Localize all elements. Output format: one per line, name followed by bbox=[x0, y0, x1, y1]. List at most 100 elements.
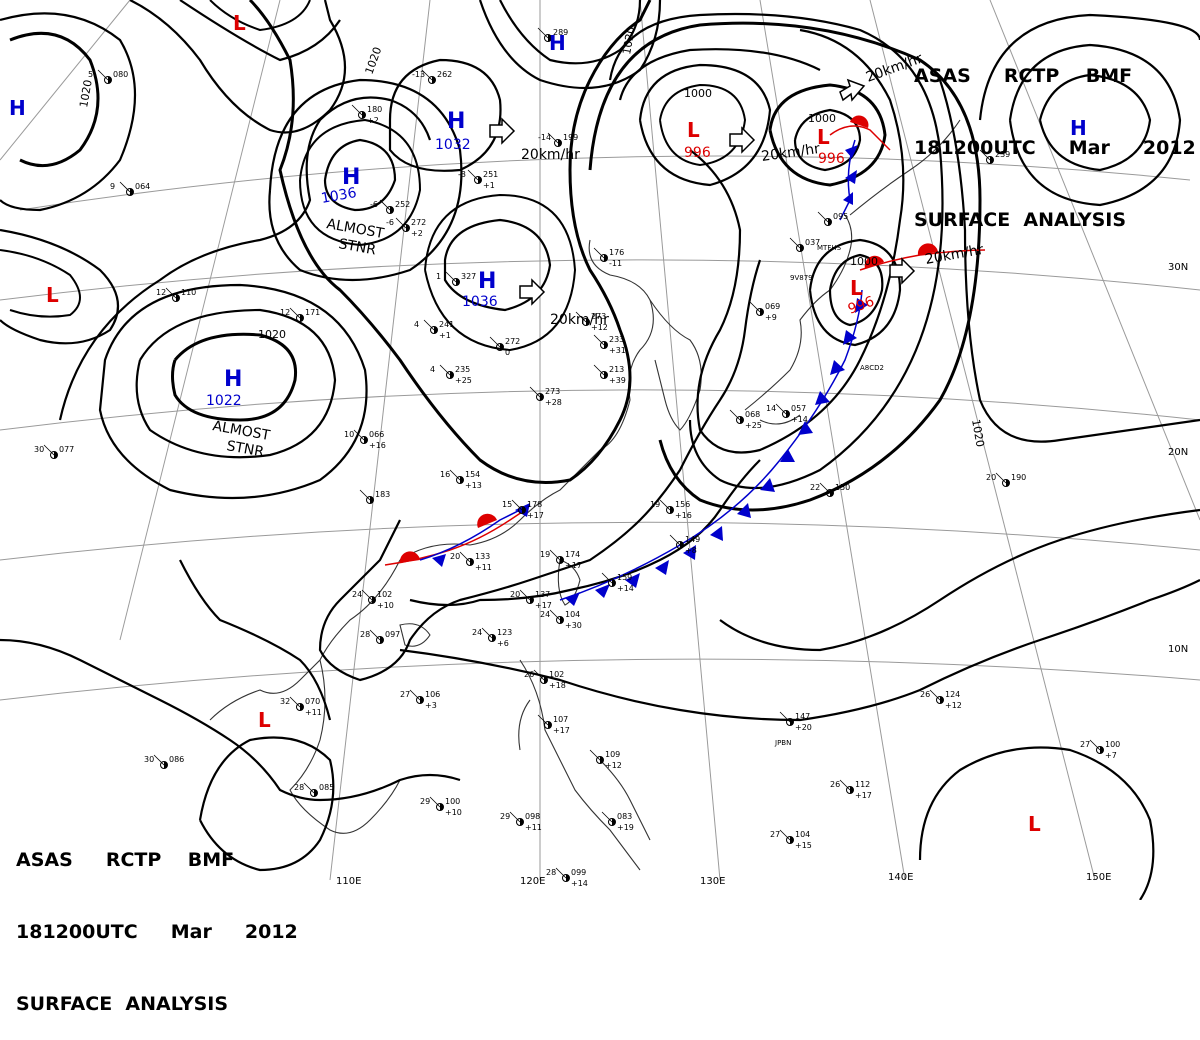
isobar-label: 1020 bbox=[620, 26, 638, 56]
station-temperature: 30 bbox=[34, 445, 44, 454]
station-temperature: 10 bbox=[344, 430, 354, 439]
station-plots: 289-13 262-14 199-3 251+1-6 272+2-6 252180+21… bbox=[34, 27, 1120, 888]
high-pressure-value: 1032 bbox=[435, 137, 471, 153]
station-pressure: 137 bbox=[535, 590, 550, 599]
station-pressure: 241 bbox=[439, 320, 454, 329]
station-tendency: +18 bbox=[549, 681, 566, 690]
station-temperature: 32 bbox=[280, 697, 290, 706]
cloud-cover-mark bbox=[460, 476, 464, 484]
station-plot: 22 150 bbox=[810, 482, 850, 497]
station-pressure: 150 bbox=[835, 483, 850, 492]
header-line-1: ASAS RCTP BMF bbox=[16, 849, 235, 871]
cloud-cover-mark bbox=[108, 76, 112, 84]
wind-barb bbox=[119, 181, 131, 193]
station-pressure: 068 bbox=[745, 410, 760, 419]
station-tendency: +28 bbox=[545, 398, 562, 407]
low-pressure-symbol: L bbox=[850, 276, 863, 300]
station-pressure: 124 bbox=[945, 690, 960, 699]
station-temperature: 5 bbox=[88, 70, 93, 79]
station-temperature: 19 bbox=[540, 550, 550, 559]
cloud-cover-mark bbox=[420, 696, 424, 704]
cloud-cover-mark bbox=[850, 786, 854, 794]
cloud-cover-mark bbox=[470, 558, 474, 566]
station-tendency: +30 bbox=[565, 621, 582, 630]
wind-barb bbox=[489, 336, 501, 348]
low-pressure-symbol: L bbox=[687, 118, 700, 142]
station-plot: 213+39 bbox=[593, 364, 626, 385]
station-tendency: +6 bbox=[497, 639, 509, 648]
cloud-cover-mark bbox=[456, 278, 460, 286]
hainan-coast bbox=[399, 623, 431, 647]
wind-barb bbox=[379, 199, 391, 211]
cloud-cover-mark bbox=[530, 596, 534, 604]
cloud-cover-mark bbox=[990, 156, 994, 164]
station-pressure: 098 bbox=[525, 812, 540, 821]
isobar-label: 1020 bbox=[363, 45, 385, 76]
wind-barb bbox=[549, 549, 561, 561]
wind-barb bbox=[775, 403, 787, 415]
station-plot: 28 097 bbox=[360, 629, 400, 644]
station-tendency: +2 bbox=[367, 116, 379, 125]
station-plot: -6 252 bbox=[370, 199, 410, 214]
station-plot: 176-11 bbox=[593, 247, 624, 268]
station-plot: 20 133 +11 bbox=[450, 551, 492, 572]
wind-barb bbox=[601, 811, 613, 823]
wind-barb bbox=[353, 429, 365, 441]
station-plot: 069+9 bbox=[749, 301, 780, 322]
cloud-cover-mark bbox=[432, 76, 436, 84]
chart-header-bottom: ASAS RCTP BMF 181200UTC Mar 2012 SURFACE… bbox=[16, 800, 298, 1040]
wind-barb bbox=[369, 629, 381, 641]
station-tendency: +1 bbox=[439, 331, 451, 340]
cloud-cover-mark bbox=[300, 314, 304, 322]
low-pressure-symbol: L bbox=[1028, 812, 1041, 836]
cloud-cover-mark bbox=[760, 308, 764, 316]
stationary-note: STNR bbox=[225, 438, 265, 460]
station-pressure: 327 bbox=[461, 272, 476, 281]
wind-barb bbox=[995, 472, 1007, 484]
station-pressure: 123 bbox=[497, 628, 512, 637]
cloud-cover-mark bbox=[566, 874, 570, 882]
station-plot: 15 178 +17 bbox=[502, 499, 544, 520]
high-pressure-symbol: H bbox=[342, 165, 360, 190]
station-tendency: +17 bbox=[553, 726, 570, 735]
station-pressure: 133 bbox=[475, 552, 490, 561]
weather-map: 289-13 262-14 199-3 251+1-6 272+2-6 252180+21… bbox=[0, 0, 1200, 900]
header-line-3: SURFACE ANALYSIS bbox=[914, 209, 1127, 231]
isobar-label: 1020 bbox=[77, 79, 95, 109]
station-temperature: 27 bbox=[400, 690, 410, 699]
cloud-cover-mark bbox=[560, 616, 564, 624]
cloud-cover-mark bbox=[390, 206, 394, 214]
lon-label: 110E bbox=[336, 876, 361, 887]
cloud-cover-mark bbox=[830, 489, 834, 497]
station-plot: 20 137 +17 bbox=[510, 589, 552, 610]
header-line-2: 181200UTC Mar 2012 bbox=[16, 921, 298, 943]
korea-coast bbox=[649, 299, 702, 431]
station-plot: 9 064 bbox=[110, 181, 150, 196]
station-plot: 4 241 +1 bbox=[414, 319, 454, 340]
kuril-coast bbox=[849, 119, 961, 216]
cloud-cover-mark bbox=[790, 836, 794, 844]
station-plot: 12 110 bbox=[156, 287, 196, 302]
wind-barb bbox=[153, 754, 165, 766]
isobar-label: 1020 bbox=[258, 328, 286, 341]
wind-barb bbox=[481, 627, 493, 639]
low-pressure-value: 996 bbox=[684, 145, 711, 161]
station-plot: 10 066 +16 bbox=[344, 429, 386, 450]
low-pressure-symbol: L bbox=[46, 283, 59, 307]
station-tendency: +12 bbox=[591, 323, 608, 332]
station-temperature: 26 bbox=[920, 690, 930, 699]
warm-front-west bbox=[384, 509, 526, 566]
isobars bbox=[0, 0, 1200, 900]
station-tendency: +39 bbox=[609, 376, 626, 385]
station-tendency: +10 bbox=[445, 808, 462, 817]
high-pressure-symbol: H bbox=[478, 269, 496, 294]
cloud-cover-mark bbox=[604, 371, 608, 379]
station-plot: 24 123 +6 bbox=[472, 627, 512, 648]
station-pressure: 272 bbox=[411, 218, 426, 227]
low-pressure-symbol: L bbox=[233, 11, 246, 35]
cloud-cover-mark bbox=[540, 393, 544, 401]
wind-barb bbox=[593, 247, 605, 259]
station-tendency: +11 bbox=[525, 823, 542, 832]
grid-labels: 110E 120E 130E 140E 150E 30N 20N 10N bbox=[336, 262, 1188, 887]
